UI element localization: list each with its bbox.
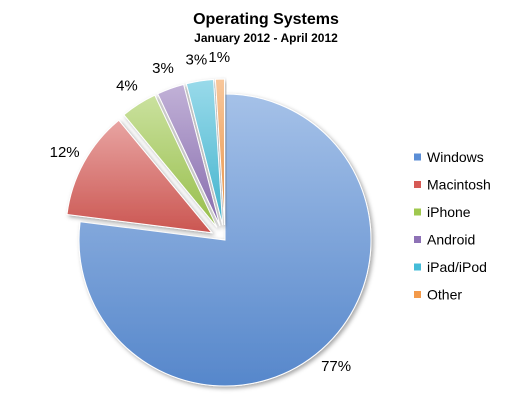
legend-item-android: Android <box>414 232 475 248</box>
data-label-ipad-ipod: 3% <box>186 51 208 68</box>
legend-item-macintosh: Macintosh <box>414 177 491 193</box>
legend-swatch-android <box>414 236 421 243</box>
legend-item-iphone: iPhone <box>414 204 471 220</box>
legend-item-other: Other <box>414 287 462 303</box>
legend-swatch-windows <box>414 153 421 161</box>
legend-swatch-other <box>414 291 421 298</box>
pie-slice-macintosh <box>66 119 214 234</box>
data-label-iphone: 4% <box>116 77 138 94</box>
legend-label-ipad-ipod: iPad/iPod <box>427 259 487 275</box>
legend-item-windows: Windows <box>414 149 484 165</box>
legend-swatch-ipad-ipod <box>414 263 421 271</box>
legend-item-ipad-ipod: iPad/iPod <box>414 259 487 275</box>
legend-swatch-iphone <box>414 208 421 216</box>
pie-slice-other <box>214 78 226 226</box>
pie-slice-windows <box>78 93 372 387</box>
pie-slice-android <box>157 83 221 227</box>
chart-title: Operating Systems <box>193 11 339 28</box>
pie-slice-iphone <box>123 94 218 228</box>
legend-label-macintosh: Macintosh <box>427 177 491 193</box>
legend-label-windows: Windows <box>427 149 484 165</box>
data-label-macintosh: 12% <box>50 144 80 161</box>
legend-label-other: Other <box>427 287 462 303</box>
legend-label-iphone: iPhone <box>427 204 471 220</box>
chart-legend: Windows Macintosh iPhone Android iPad/iPod Ot… <box>414 149 491 303</box>
pie-slices <box>66 78 372 387</box>
legend-label-android: Android <box>427 232 475 248</box>
pie-data-labels: 77%12%4%3%3% 1% <box>50 49 351 375</box>
chart-subtitle: January 2012 - April 2012 <box>194 31 338 45</box>
data-label-other: 1% <box>208 49 230 66</box>
data-label-android: 3% <box>152 60 174 77</box>
legend-swatch-macintosh <box>414 181 421 188</box>
pie-slice-ipad-ipod <box>185 78 224 226</box>
data-label-windows: 77% <box>321 358 351 375</box>
